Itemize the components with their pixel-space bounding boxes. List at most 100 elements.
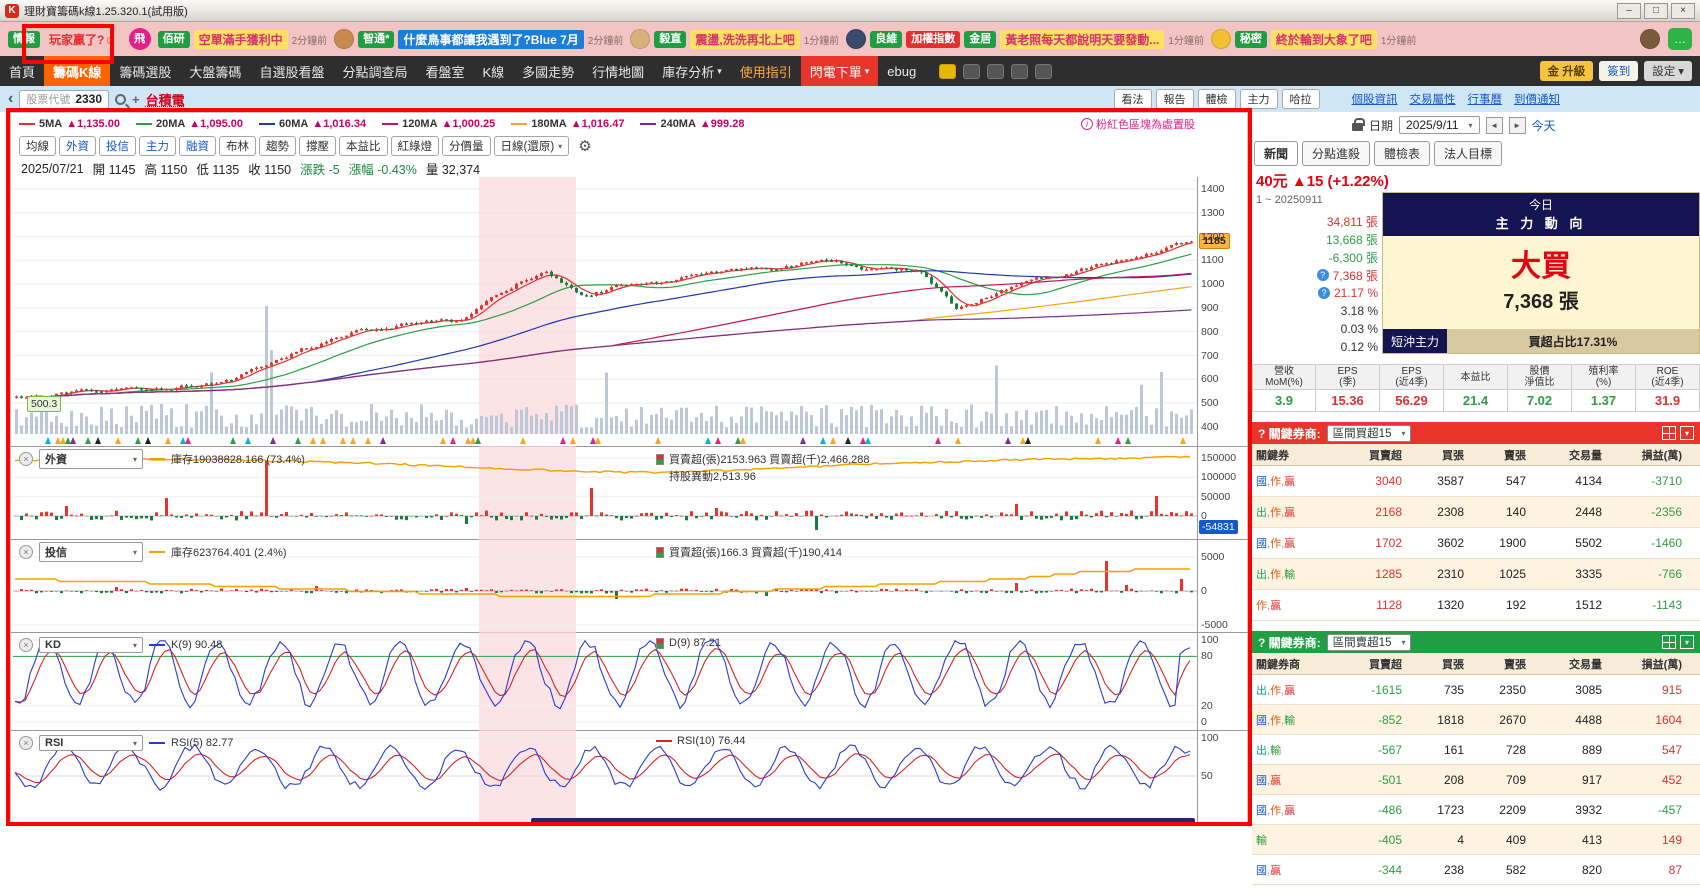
marquee-item[interactable]: 毅直 震盪,洗洗再北上吧 1分鐘前 xyxy=(630,29,839,49)
nav-item-6[interactable]: 看盤室 xyxy=(416,56,473,86)
question-icon[interactable]: ? xyxy=(1316,269,1329,281)
it-indicator-select[interactable]: 投信 ▾ xyxy=(39,542,143,562)
marquee-item[interactable]: 秘密 終於輪到大象了吧 1分鐘前 xyxy=(1210,29,1416,49)
rsi-indicator-chart[interactable] xyxy=(13,730,1197,822)
nav-item-13[interactable]: ebug xyxy=(878,56,925,86)
collapse-icon[interactable]: ▾ xyxy=(1680,635,1694,649)
stock-link-1[interactable]: 交易屬性 xyxy=(1409,94,1456,106)
stock-link-3[interactable]: 到價通知 xyxy=(1514,94,1560,106)
broker-row[interactable]: 國,作,贏 1702 3602 1900 5502 -1460 xyxy=(1252,528,1700,559)
toolbar-button-9[interactable]: 紅綠燈 xyxy=(390,136,439,156)
question-icon[interactable]: ? xyxy=(1317,287,1330,299)
toolbar-button-8[interactable]: 本益比 xyxy=(339,136,388,156)
nav-item-0[interactable]: 首頁 xyxy=(0,56,44,86)
broker-row[interactable]: 出,輸 -567 161 728 889 547 xyxy=(1252,735,1700,765)
broker-row[interactable]: 出,作,贏 -1615 735 2350 3085 915 xyxy=(1252,675,1700,705)
stock-chip-4[interactable]: 哈拉 xyxy=(1281,89,1320,109)
nav-item-7[interactable]: K線 xyxy=(473,56,513,86)
nav-item-8[interactable]: 多國走勢 xyxy=(513,56,583,86)
prev-day-button[interactable]: ◄ xyxy=(1485,116,1503,134)
stock-chip-0[interactable]: 看法 xyxy=(1113,89,1152,109)
palette-icon[interactable] xyxy=(939,63,957,79)
sell-range-select[interactable]: 區間賣超15 ▾ xyxy=(1326,633,1412,651)
close-button[interactable]: × xyxy=(1671,2,1695,19)
foreign-investor-chart[interactable] xyxy=(13,446,1197,539)
stats-icon[interactable] xyxy=(1011,63,1029,79)
fi-indicator-select[interactable]: 外資 ▾ xyxy=(39,449,143,469)
broker-row[interactable]: 國,贏 -344 238 582 820 87 xyxy=(1252,855,1700,885)
chart-settings-gear-icon[interactable]: ⚙ xyxy=(578,138,592,155)
broker-row[interactable]: 國,贏 -501 208 709 917 452 xyxy=(1252,765,1700,795)
nav-chip-2[interactable]: 設定 ▾ xyxy=(1644,61,1692,81)
broker-row[interactable]: 作,贏 1128 1320 192 1512 -1143 xyxy=(1252,590,1700,621)
nav-item-5[interactable]: 分點調查局 xyxy=(333,56,416,86)
stock-code-input[interactable]: 股票代號 2330 xyxy=(19,89,110,109)
nav-item-9[interactable]: 行情地圖 xyxy=(583,56,653,86)
stock-name[interactable]: 台積電 xyxy=(145,92,185,108)
kd-indicator-chart[interactable] xyxy=(13,632,1197,730)
close-panel-icon[interactable]: × xyxy=(19,545,33,559)
toolbar-button-2[interactable]: 投信 xyxy=(99,136,136,156)
broker-row[interactable]: 國,作,贏 -486 1723 2209 3932 -457 xyxy=(1252,795,1700,825)
close-panel-icon[interactable]: × xyxy=(19,736,33,750)
broker-row[interactable]: 國,作,贏 3040 3587 547 4134 -3710 xyxy=(1252,466,1700,497)
nav-item-4[interactable]: 自選股看盤 xyxy=(250,56,333,86)
tab-3[interactable]: 法人目標 xyxy=(1434,140,1503,166)
tab-1[interactable]: 分點進殺 xyxy=(1302,140,1371,166)
maximize-button[interactable]: □ xyxy=(1644,2,1668,19)
marquee-item[interactable]: 智通* 什麼鳥事都讓我遇到了?Blue 7月 2分鐘前 xyxy=(334,29,623,49)
monitor-icon[interactable] xyxy=(1035,63,1053,79)
chat-icon[interactable]: … xyxy=(1668,28,1692,50)
marquee-item[interactable]: 情報 玩家贏了?☺ xyxy=(8,30,122,49)
stock-link-0[interactable]: 個股資訊 xyxy=(1351,94,1398,106)
broker-row[interactable]: 國,作,輸 -852 1818 2670 4488 1604 xyxy=(1252,705,1700,735)
kd-indicator-select[interactable]: KD ▾ xyxy=(39,637,143,653)
search-icon[interactable] xyxy=(115,93,127,105)
back-icon[interactable]: ‹ xyxy=(8,90,14,107)
toolbar-button-0[interactable]: 均線 xyxy=(19,136,56,156)
stock-link-2[interactable]: 行事曆 xyxy=(1467,94,1503,106)
grid-view-icon[interactable] xyxy=(1662,426,1676,440)
target-icon[interactable] xyxy=(987,63,1005,79)
period-select[interactable]: 日線(還原) ▾ xyxy=(493,136,570,156)
buy-range-select[interactable]: 區間買超15 ▾ xyxy=(1326,424,1412,442)
nav-item-2[interactable]: 籌碼選股 xyxy=(110,56,180,86)
nav-item-10[interactable]: 庫存分析 ▾ xyxy=(653,56,731,86)
toolbar-button-10[interactable]: 分價量 xyxy=(442,136,491,156)
today-button[interactable]: 今天 xyxy=(1531,118,1556,133)
minimize-button[interactable]: – xyxy=(1617,2,1641,19)
marquee-item[interactable]: 良維 加權指數 金居 黃老照每天都說明天要發動... 1分鐘前 xyxy=(846,29,1204,49)
nav-item-11[interactable]: 使用指引 xyxy=(731,56,801,86)
event-marker-strip[interactable] xyxy=(13,434,1197,446)
toolbar-button-3[interactable]: 主力 xyxy=(139,136,176,156)
megaphone-icon[interactable] xyxy=(963,63,981,79)
nav-chip-1[interactable]: 簽到 xyxy=(1599,61,1639,81)
toolbar-button-6[interactable]: 趨勢 xyxy=(259,136,296,156)
broker-row[interactable]: 出,作,輸 1285 2310 1025 3335 -766 xyxy=(1252,559,1700,590)
marquee-item[interactable]: 飛 xyxy=(128,28,151,50)
user-avatar[interactable] xyxy=(1640,29,1660,49)
next-day-button[interactable]: ► xyxy=(1508,116,1526,134)
close-panel-icon[interactable]: × xyxy=(19,452,33,466)
close-panel-icon[interactable]: × xyxy=(19,638,33,652)
toolbar-button-4[interactable]: 融資 xyxy=(179,136,216,156)
toolbar-button-5[interactable]: 布林 xyxy=(219,136,256,156)
grid-view-icon[interactable] xyxy=(1662,635,1676,649)
broker-row[interactable]: 出,作,贏 2168 2308 140 2448 -2356 xyxy=(1252,497,1700,528)
stock-chip-1[interactable]: 報告 xyxy=(1155,89,1194,109)
chart-scrollbar[interactable] xyxy=(531,818,1195,824)
date-select[interactable]: 2025/9/11 ▾ xyxy=(1399,116,1480,134)
toolbar-button-7[interactable]: 撐壓 xyxy=(299,136,336,156)
nav-item-1[interactable]: 籌碼K線 xyxy=(44,56,111,86)
nav-item-3[interactable]: 大盤籌碼 xyxy=(180,56,250,86)
nav-item-12[interactable]: 閃電下單 ▾ xyxy=(800,56,879,86)
collapse-icon[interactable]: ▾ xyxy=(1680,426,1694,440)
rsi-indicator-select[interactable]: RSI ▾ xyxy=(39,735,143,751)
stock-chip-3[interactable]: 主力 xyxy=(1239,89,1278,109)
toolbar-button-1[interactable]: 外資 xyxy=(59,136,96,156)
stock-chip-2[interactable]: 體檢 xyxy=(1197,89,1236,109)
nav-chip-0[interactable]: 金 升級 xyxy=(1539,61,1594,81)
marquee-item[interactable]: 佰研 空單滿手獲利中 2分鐘前 xyxy=(157,29,327,49)
tab-2[interactable]: 體檢表 xyxy=(1374,140,1431,166)
add-stock-icon[interactable]: + xyxy=(132,91,140,107)
